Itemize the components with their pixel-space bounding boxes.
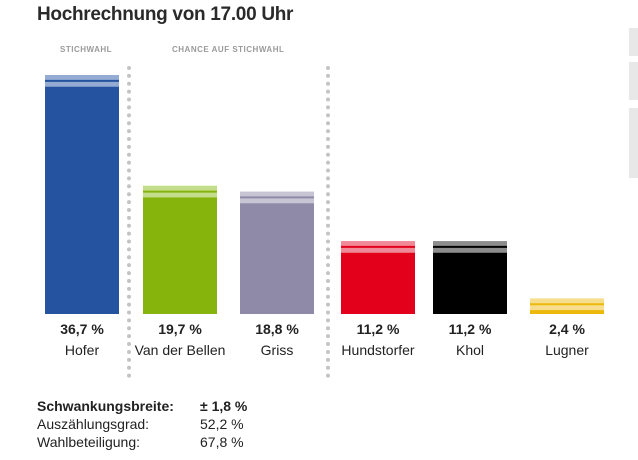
side-tab-1[interactable] <box>629 28 638 56</box>
bar-value-label-0: 36,7 % <box>60 321 104 337</box>
group-divider-right <box>326 66 330 378</box>
section-label-chance: CHANCE AUF STICHWAHL <box>172 45 285 54</box>
group-divider-left <box>127 66 131 378</box>
bar-value-label-2: 18,8 % <box>255 321 299 337</box>
bar-category-label-3: Hundstorfer <box>341 342 415 358</box>
stat-count-label: Auszählungsgrad: <box>37 416 150 432</box>
stat-turnout-label: Wahlbeteiligung: <box>37 434 140 450</box>
bar-category-label-4: Khol <box>455 342 485 358</box>
side-tab-2[interactable] <box>629 62 638 100</box>
bar-value-label-3: 11,2 % <box>356 321 400 337</box>
stat-margin: Schwankungsbreite: ± 1,8 % <box>37 397 247 415</box>
stats-panel: Schwankungsbreite: ± 1,8 % Auszählungsgra… <box>37 397 247 451</box>
stat-turnout: Wahlbeteiligung: 67,8 % <box>37 433 247 451</box>
bar-value-label-4: 11,2 % <box>448 321 492 337</box>
bar-value-label-5: 2,4 % <box>549 321 585 337</box>
section-label-stichwahl: STICHWAHL <box>60 45 113 54</box>
bar-category-label-5: Lugner <box>545 342 589 358</box>
bar-2 <box>240 203 314 314</box>
bar-1 <box>143 197 217 314</box>
stat-margin-label: Schwankungsbreite: <box>37 398 174 414</box>
bar-5 <box>530 310 604 314</box>
stat-count: Auszählungsgrad: 52,2 % <box>37 415 247 433</box>
bar-value-label-1: 19,7 % <box>158 321 202 337</box>
bar-category-label-0: Hofer <box>64 342 100 358</box>
bar-0 <box>45 86 119 314</box>
stat-turnout-value: 67,8 % <box>200 434 244 450</box>
stat-count-value: 52,2 % <box>200 416 244 432</box>
bar-category-label-2: Griss <box>260 342 294 358</box>
bar-category-label-1: Van der Bellen <box>134 342 226 358</box>
stat-margin-value: ± 1,8 % <box>200 398 248 414</box>
chart-title: Hochrechnung von 17.00 Uhr <box>37 4 294 25</box>
bar-3 <box>341 252 415 314</box>
side-tab-3[interactable] <box>629 108 638 178</box>
bar-chart <box>45 75 604 314</box>
bar-4 <box>433 252 507 314</box>
